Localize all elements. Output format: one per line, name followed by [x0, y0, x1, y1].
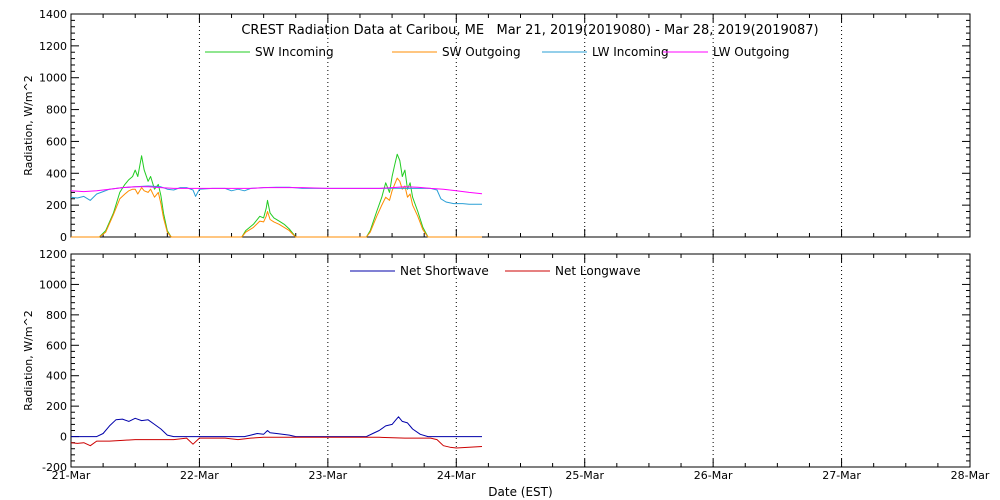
series-line-sw-incoming — [71, 153, 482, 238]
legend-label: Net Longwave — [555, 264, 641, 278]
y-axis-label: Radiation, W/m^2 — [22, 310, 35, 411]
y-axis-label: Radiation, W/m^2 — [22, 75, 35, 176]
x-tick-label: 22-Mar — [180, 469, 219, 482]
y-tick-label: 1000 — [39, 72, 67, 85]
y-tick-label: 200 — [46, 400, 67, 413]
x-axis-label: Date (EST) — [488, 485, 552, 499]
series-line-lw-outgoing — [70, 186, 483, 195]
y-tick-label: 800 — [46, 309, 67, 322]
y-tick-label: 600 — [46, 135, 67, 148]
legend-label: SW Incoming — [255, 45, 334, 59]
x-tick-label: 27-Mar — [822, 469, 861, 482]
y-tick-label: 1400 — [39, 8, 67, 21]
y-tick-label: 0 — [60, 231, 67, 244]
y-tick-label: 0 — [60, 431, 67, 444]
x-tick-label: 25-Mar — [565, 469, 604, 482]
chart-title: CREST Radiation Data at Caribou, ME Mar … — [241, 23, 818, 38]
legend-label: LW Incoming — [592, 45, 669, 59]
series-line-net-shortwave — [71, 416, 482, 438]
x-tick-label: 26-Mar — [694, 469, 733, 482]
top-radiation-panel: 0 200 400 600 800 1000 1200 1400 Radiation, W/m^… — [22, 8, 971, 244]
x-tick-label: 24-Mar — [437, 469, 476, 482]
y-tick-label: 400 — [46, 370, 67, 383]
y-tick-label: 200 — [46, 199, 67, 212]
legend-label: LW Outgoing — [713, 45, 790, 59]
legend-label: Net Shortwave — [400, 264, 489, 278]
x-tick-label: 23-Mar — [308, 469, 347, 482]
series-line-net-longwave — [70, 436, 483, 449]
legend-label: SW Outgoing — [442, 45, 521, 59]
y-tick-label: -200 — [42, 461, 67, 474]
bottom-net-radiation-panel: -200 0 200 400 600 800 1000 1200 21-Mar 22-Mar 23-… — [22, 248, 990, 499]
x-tick-label: 21-Mar — [52, 469, 91, 482]
y-tick-label: 1000 — [39, 278, 67, 291]
y-tick-label: 1200 — [39, 40, 67, 53]
y-tick-label: 800 — [46, 104, 67, 117]
y-tick-label: 600 — [46, 339, 67, 352]
y-tick-label: 400 — [46, 167, 67, 180]
y-tick-label: 1200 — [39, 248, 67, 261]
plot-frame — [70, 253, 971, 468]
x-tick-label: 28-Mar — [951, 469, 990, 482]
